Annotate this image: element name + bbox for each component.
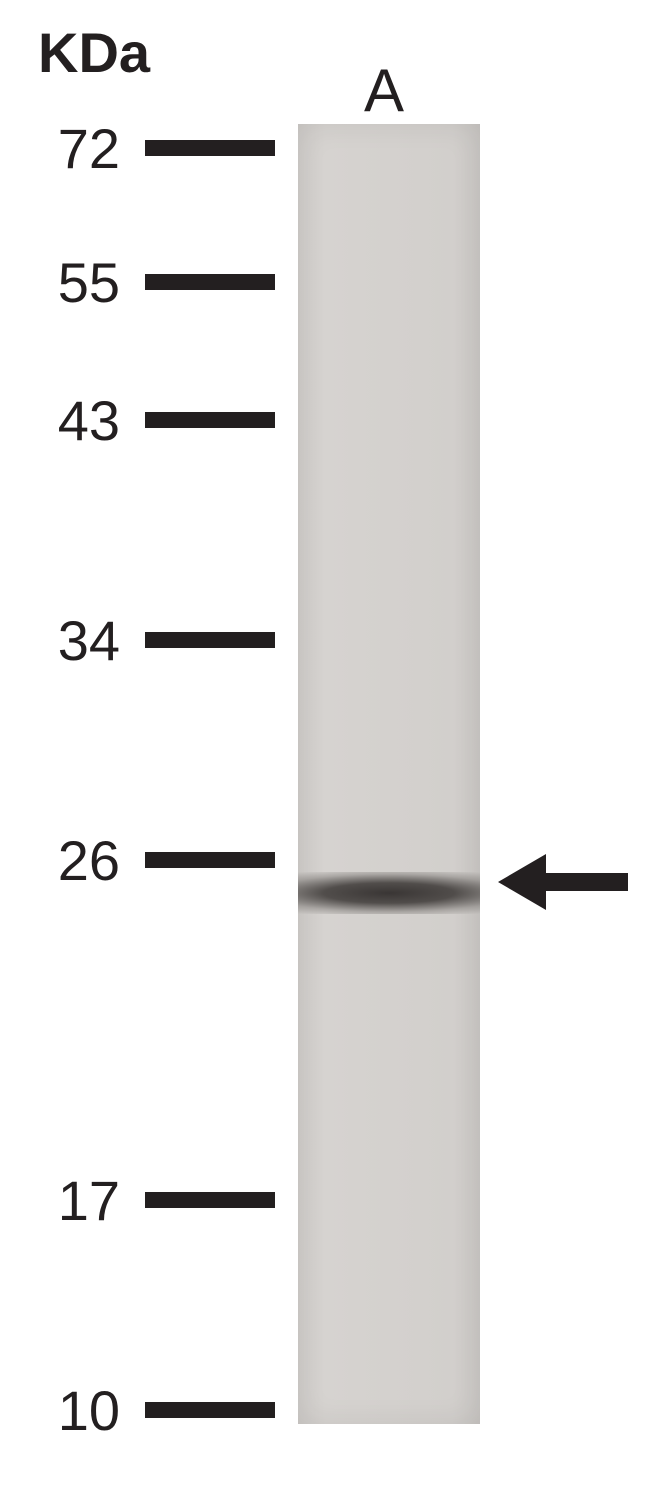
marker-tick-34 [145, 632, 275, 648]
marker-label-10: 10 [40, 1378, 120, 1443]
band-indicator-arrow [498, 852, 638, 917]
protein-band [298, 872, 480, 914]
marker-label-17: 17 [40, 1168, 120, 1233]
marker-tick-10 [145, 1402, 275, 1418]
arrow-icon [498, 852, 638, 912]
unit-label: KDa [38, 20, 150, 85]
marker-tick-26 [145, 852, 275, 868]
marker-label-34: 34 [40, 608, 120, 673]
lane-a-label: A [364, 56, 404, 125]
marker-label-72: 72 [40, 116, 120, 181]
marker-label-43: 43 [40, 388, 120, 453]
marker-tick-43 [145, 412, 275, 428]
marker-tick-55 [145, 274, 275, 290]
blot-lane-a [298, 124, 480, 1424]
marker-tick-72 [145, 140, 275, 156]
western-blot-figure: KDa A 72 55 43 34 26 17 10 [0, 0, 650, 1486]
marker-label-26: 26 [40, 828, 120, 893]
marker-label-55: 55 [40, 250, 120, 315]
marker-tick-17 [145, 1192, 275, 1208]
